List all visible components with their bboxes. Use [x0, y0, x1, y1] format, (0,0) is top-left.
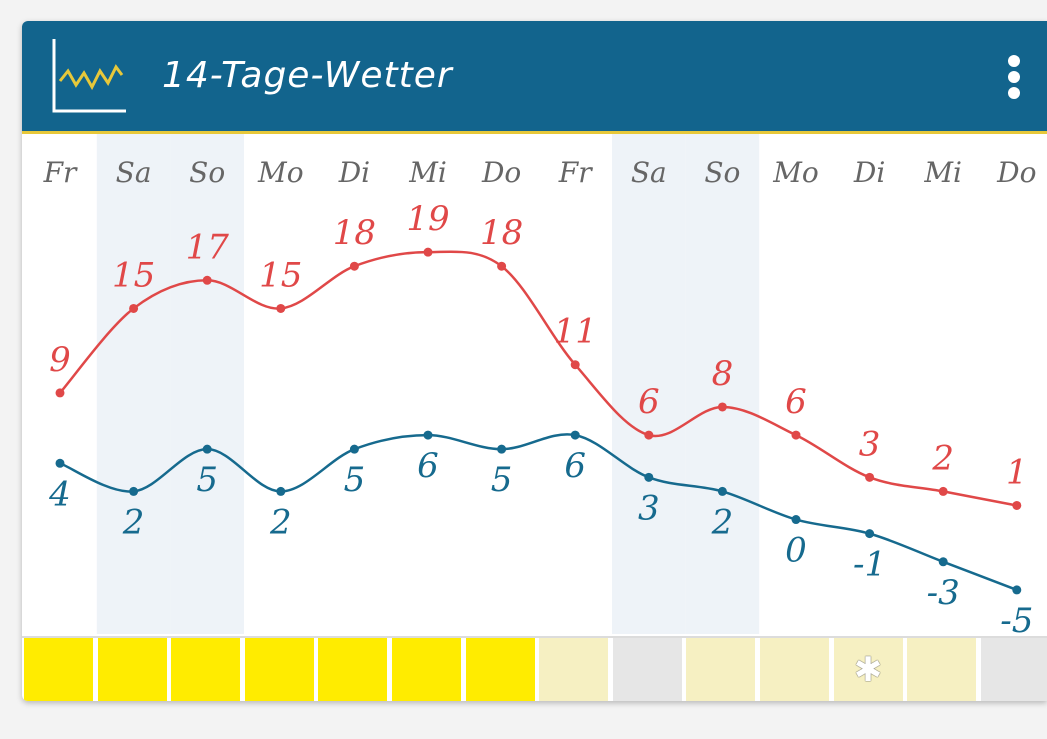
min-temp-label: 6 — [564, 446, 586, 486]
weather-cell[interactable] — [686, 638, 756, 701]
min-temp-label: 5 — [491, 460, 513, 500]
max-temp-label: 3 — [859, 424, 881, 464]
max-temp-label: 18 — [480, 213, 523, 253]
max-temp-label: 1 — [1006, 452, 1028, 492]
day-label: Di — [853, 156, 885, 189]
max-temp-point — [938, 486, 948, 496]
max-temp-point — [202, 275, 212, 285]
max-temp-point — [55, 388, 65, 398]
weekend-column — [612, 134, 686, 634]
day-label: Sa — [631, 156, 667, 189]
min-temp-label: 0 — [785, 531, 807, 571]
min-temp-point — [423, 430, 433, 440]
weather-cell[interactable] — [760, 638, 829, 701]
weather-cell[interactable] — [539, 638, 609, 701]
min-temp-label: 3 — [638, 488, 660, 528]
weather-cell[interactable] — [392, 638, 461, 701]
min-temp-point — [570, 430, 580, 440]
max-temp-label: 6 — [785, 382, 807, 422]
weather-cell[interactable] — [465, 638, 535, 701]
line-chart-icon — [52, 39, 126, 113]
weekend-column — [685, 134, 760, 634]
day-label: Mi — [408, 156, 447, 189]
widget-header: 14-Tage-Wetter — [22, 21, 1047, 134]
weather-cell[interactable] — [97, 638, 167, 701]
max-temp-point — [497, 261, 507, 271]
max-temp-label: 19 — [406, 199, 449, 239]
max-temp-point — [644, 430, 654, 440]
max-temp-point — [865, 472, 875, 482]
day-label: Fr — [43, 156, 78, 189]
max-temp-label: 15 — [112, 255, 155, 295]
min-temp-point — [644, 472, 654, 482]
max-temp-point — [791, 430, 801, 440]
day-label: Mo — [772, 156, 819, 189]
weekend-column — [170, 134, 244, 634]
min-temp-label: -5 — [1000, 601, 1033, 634]
day-label: Do — [481, 156, 521, 189]
min-temp-label: 2 — [711, 502, 734, 542]
min-temp-label: 2 — [269, 502, 292, 542]
min-temp-point — [717, 486, 727, 496]
min-temp-point — [938, 557, 948, 567]
snowflake-icon: ✱ — [853, 649, 883, 690]
min-temp-point — [55, 458, 65, 468]
max-temp-point — [423, 247, 433, 257]
min-temp-label: 2 — [122, 502, 145, 542]
weekend-column — [96, 134, 171, 634]
weather-cell[interactable] — [318, 638, 388, 701]
weather-cell[interactable] — [612, 638, 682, 701]
max-temp-label: 11 — [554, 312, 597, 352]
min-temp-label: -1 — [853, 545, 886, 585]
max-temp-label: 17 — [186, 227, 230, 267]
day-label: So — [704, 156, 740, 189]
min-temp-point — [276, 486, 286, 496]
max-temp-label: 9 — [49, 340, 71, 380]
weather-cell[interactable] — [980, 638, 1047, 701]
min-temp-point — [497, 444, 507, 454]
more-vertical-icon[interactable] — [999, 51, 1029, 103]
max-temp-label: 6 — [638, 382, 660, 422]
min-temp-point — [1012, 585, 1022, 595]
min-temp-label: -3 — [927, 573, 960, 613]
weather-cell[interactable]: ✱ — [833, 638, 903, 701]
max-temp-point — [1012, 500, 1022, 510]
day-label: Di — [338, 156, 370, 189]
min-temp-point — [202, 444, 212, 454]
max-temp-point — [570, 360, 580, 370]
day-label: So — [189, 156, 225, 189]
day-label: Mo — [257, 156, 304, 189]
max-temp-label: 15 — [259, 255, 302, 295]
max-temp-point — [349, 261, 359, 271]
day-label: Sa — [116, 156, 152, 189]
max-temp-label: 18 — [333, 213, 376, 253]
max-temp-point — [717, 402, 727, 412]
day-label: Do — [996, 156, 1036, 189]
weather-cell[interactable] — [24, 638, 93, 701]
min-temp-point — [129, 486, 139, 496]
min-temp-label: 6 — [417, 446, 439, 486]
weather-widget: 14-Tage-Wetter Fr Sa So Mo Di Mi Do Fr Sa So Mo Di M… — [22, 21, 1047, 701]
min-temp-point — [791, 515, 801, 525]
weather-cell[interactable] — [907, 638, 977, 701]
weather-cell[interactable] — [171, 638, 241, 701]
widget-title: 14-Tage-Wetter — [162, 55, 453, 96]
max-temp-point — [276, 303, 286, 313]
day-label: Mi — [923, 156, 962, 189]
max-temp-label: 8 — [712, 354, 734, 394]
min-temp-label: 4 — [48, 474, 71, 514]
day-label: Fr — [558, 156, 593, 189]
max-temp-point — [129, 303, 139, 313]
min-temp-point — [865, 529, 875, 539]
min-temp-point — [349, 444, 359, 454]
min-temp-label: 5 — [196, 460, 218, 500]
max-temp-label: 2 — [931, 438, 954, 478]
weather-condition-strip: ✱ — [22, 636, 1047, 701]
weather-cell[interactable] — [244, 638, 314, 701]
min-temp-label: 5 — [344, 460, 366, 500]
